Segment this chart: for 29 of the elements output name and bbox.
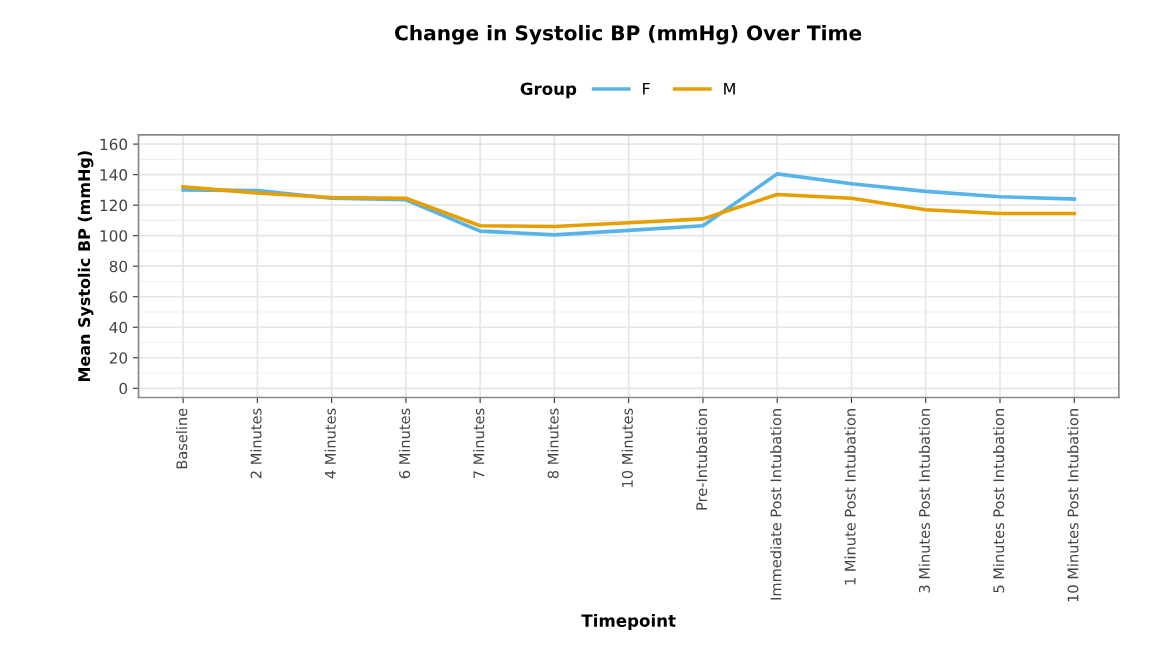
x-tick-label: 7 Minutes xyxy=(473,408,485,478)
x-tick-label: 8 Minutes xyxy=(547,408,559,479)
y-tick-label: 0 xyxy=(119,382,128,395)
y-tick-label: 100 xyxy=(100,230,128,242)
x-tick-label: 5 Minutes Post Intubation xyxy=(992,409,1005,593)
legend-title: Group xyxy=(520,82,577,99)
y-tick-label: 80 xyxy=(109,260,128,273)
x-tick-label: 1 Minute Post Intubation xyxy=(844,409,856,585)
x-tick-label: Baseline xyxy=(176,408,188,469)
chart-title: Change in Systolic BP (mmHg) Over Time xyxy=(395,24,862,45)
y-axis-title: Mean Systolic BP (mmHg) xyxy=(77,151,94,382)
y-tick-label: 120 xyxy=(100,199,128,212)
x-axis-title: Timepoint xyxy=(581,613,676,631)
y-tick-label: 60 xyxy=(109,291,128,303)
y-tick-label: 20 xyxy=(109,352,128,364)
y-tick-label: 40 xyxy=(109,321,128,334)
x-tick-label: Pre-Intubation xyxy=(695,409,708,510)
x-tick-label: 10 Minutes Post Intubation xyxy=(1067,409,1079,602)
x-tick-label: 4 Minutes xyxy=(324,408,336,479)
y-tick-label: 140 xyxy=(100,169,128,181)
legend-label: F xyxy=(643,82,650,95)
x-tick-label: 2 Minutes xyxy=(250,408,262,479)
x-tick-label: 3 Minutes Post Intubation xyxy=(918,409,930,593)
x-tick-label: 10 Minutes xyxy=(621,408,633,487)
legend-label: M xyxy=(724,82,735,95)
x-tick-label: 6 Minutes xyxy=(398,408,411,479)
x-tick-label: Immediate Post Intubation xyxy=(770,409,782,600)
y-tick-label: 160 xyxy=(100,138,128,151)
line-series xyxy=(181,185,1077,229)
